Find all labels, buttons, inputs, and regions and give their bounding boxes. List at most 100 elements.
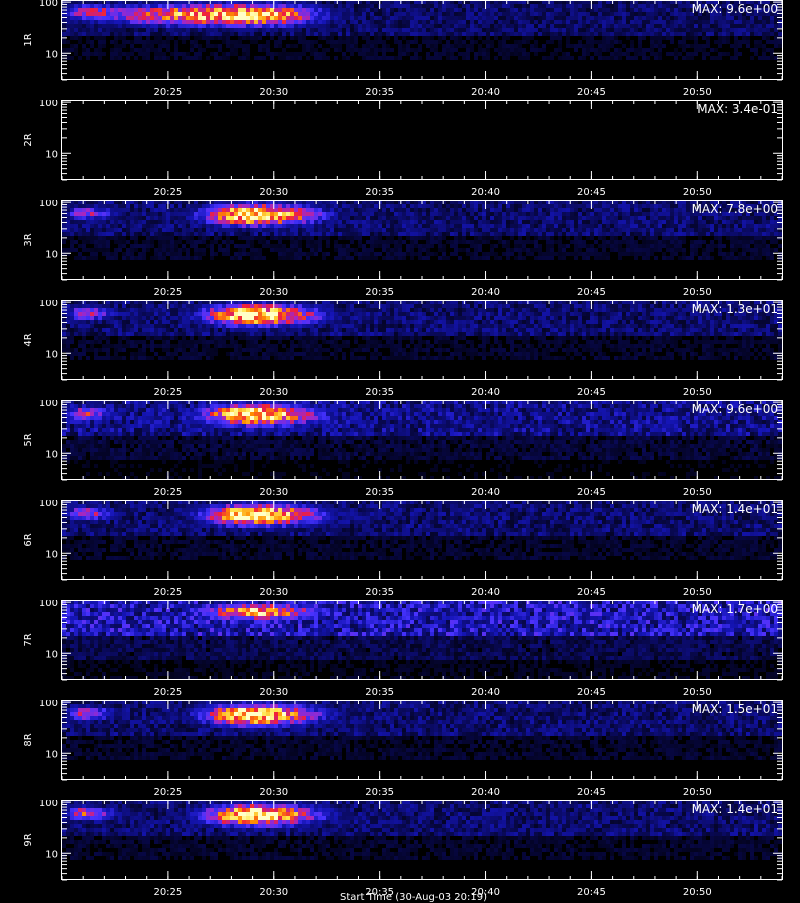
heatmap-cell xyxy=(194,228,198,232)
heatmap-cell xyxy=(666,208,670,212)
heatmap-cell xyxy=(518,224,522,228)
heatmap-cell xyxy=(94,4,98,8)
heatmap-cell xyxy=(670,248,674,252)
heatmap-cell xyxy=(658,228,662,232)
heatmap-cell xyxy=(370,252,374,256)
heatmap-cell xyxy=(138,28,142,32)
heatmap-cell xyxy=(78,236,82,240)
heatmap-cell xyxy=(570,44,574,48)
heatmap-cell xyxy=(482,228,486,232)
heatmap-cell xyxy=(522,20,526,24)
heatmap-cell xyxy=(650,4,654,8)
heatmap-cell xyxy=(542,236,546,240)
heatmap-cell xyxy=(126,228,130,232)
heatmap-cell xyxy=(150,48,154,52)
heatmap-cell xyxy=(362,256,366,260)
heatmap-cell xyxy=(714,48,718,52)
heatmap-cell xyxy=(198,216,202,220)
heatmap-cell xyxy=(494,20,498,24)
heatmap-cell xyxy=(322,28,326,32)
heatmap-cell xyxy=(450,32,454,36)
heatmap-cell xyxy=(206,216,210,220)
heatmap-cell xyxy=(586,32,590,36)
heatmap-cell xyxy=(374,52,378,56)
heatmap-cell xyxy=(478,228,482,232)
heatmap-cell xyxy=(682,36,686,40)
heatmap-cell xyxy=(306,232,310,236)
heatmap-cell xyxy=(302,8,306,12)
heatmap-cell xyxy=(78,204,82,208)
heatmap-cell xyxy=(382,56,386,60)
heatmap-cell xyxy=(462,248,466,252)
heatmap-cell xyxy=(754,24,758,28)
heatmap-cell xyxy=(550,212,554,216)
heatmap-cell xyxy=(538,220,542,224)
heatmap-cell xyxy=(314,232,318,236)
heatmap-cell xyxy=(458,204,462,208)
heatmap-cell xyxy=(382,228,386,232)
heatmap-cell xyxy=(426,212,430,216)
heatmap-cell xyxy=(186,256,190,260)
heatmap-cell xyxy=(74,248,78,252)
heatmap-cell xyxy=(318,216,322,220)
heatmap-cell xyxy=(370,4,374,8)
heatmap-cell xyxy=(738,224,742,228)
heatmap-cell xyxy=(662,32,666,36)
heatmap-cell xyxy=(178,8,182,12)
heatmap-cell xyxy=(538,244,542,248)
heatmap-cell xyxy=(678,224,682,228)
heatmap-cell xyxy=(754,216,758,220)
heatmap-cell xyxy=(554,20,558,24)
heatmap-cell xyxy=(230,48,234,52)
heatmap-cell xyxy=(646,12,650,16)
heatmap-cell xyxy=(478,24,482,28)
heatmap-cell xyxy=(330,44,334,48)
heatmap-cell xyxy=(150,244,154,248)
heatmap-cell xyxy=(566,204,570,208)
heatmap-cell xyxy=(762,32,766,36)
heatmap-cell xyxy=(698,48,702,52)
heatmap-cell xyxy=(674,24,678,28)
heatmap-cell xyxy=(190,228,194,232)
heatmap-cell xyxy=(338,208,342,212)
heatmap-cell xyxy=(658,248,662,252)
heatmap-cell xyxy=(94,244,98,248)
heatmap-cell xyxy=(94,48,98,52)
heatmap-cell xyxy=(250,204,254,208)
heatmap-cell xyxy=(586,36,590,40)
heatmap-cell xyxy=(394,248,398,252)
heatmap-cell xyxy=(366,8,370,12)
heatmap-cell xyxy=(702,256,706,260)
heatmap-cell xyxy=(262,204,266,208)
heatmap-cell xyxy=(626,220,630,224)
heatmap-cell xyxy=(650,52,654,56)
heatmap-cell xyxy=(374,208,378,212)
heatmap-cell xyxy=(326,48,330,52)
heatmap-cell xyxy=(266,216,270,220)
heatmap-cell xyxy=(710,240,714,244)
heatmap-cell xyxy=(594,32,598,36)
heatmap-cell xyxy=(330,204,334,208)
heatmap-cell xyxy=(322,224,326,228)
heatmap-cell xyxy=(734,32,738,36)
heatmap-cell xyxy=(706,228,710,232)
heatmap-cell xyxy=(238,24,242,28)
heatmap-cell xyxy=(498,240,502,244)
heatmap-cell xyxy=(482,236,486,240)
heatmap-cell xyxy=(334,232,338,236)
heatmap-cell xyxy=(142,220,146,224)
heatmap-cell xyxy=(194,216,198,220)
heatmap-cell xyxy=(330,24,334,28)
heatmap-cell xyxy=(214,220,218,224)
heatmap-cell xyxy=(594,12,598,16)
heatmap-cell xyxy=(522,32,526,36)
heatmap-cell xyxy=(274,212,278,216)
heatmap-cell xyxy=(166,244,170,248)
heatmap-cell xyxy=(742,20,746,24)
heatmap-cell xyxy=(226,32,230,36)
heatmap-cell xyxy=(122,220,126,224)
heatmap-cell xyxy=(474,12,478,16)
heatmap-cell xyxy=(270,216,274,220)
heatmap-cell xyxy=(434,236,438,240)
heatmap-cell xyxy=(222,204,226,208)
